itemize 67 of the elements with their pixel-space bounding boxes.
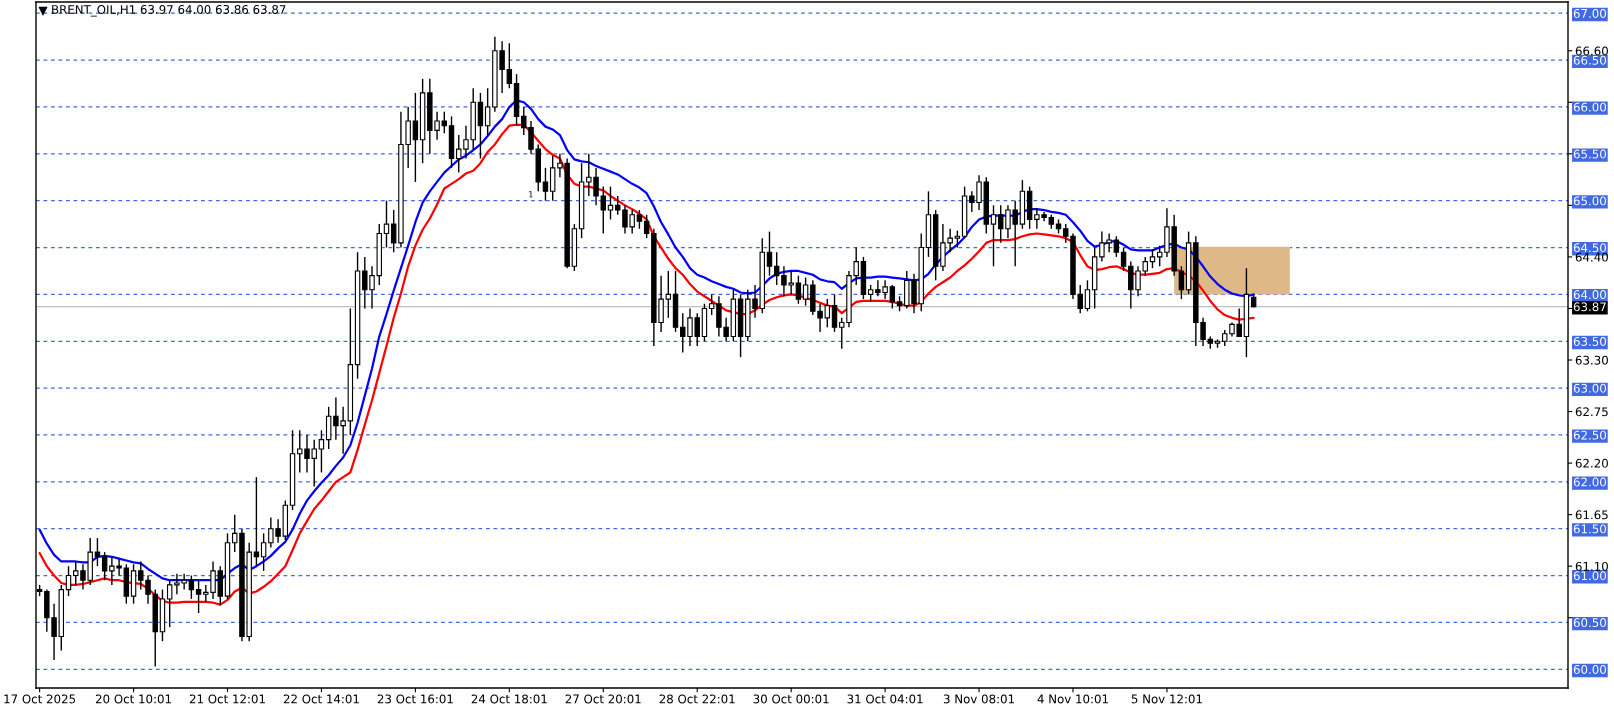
candlestick (383, 199, 390, 249)
candlestick (1113, 235, 1120, 258)
annotation: 1 (529, 191, 533, 198)
y-tick-label: 61.65 (1575, 510, 1608, 520)
candlestick (795, 274, 802, 305)
x-tick-label: 24 Oct 18:01 (471, 694, 547, 704)
x-tick-label: 27 Oct 20:01 (565, 694, 641, 704)
candlestick (990, 204, 997, 267)
ref-line-label: 67.00 (1573, 8, 1607, 18)
candlestick (1178, 265, 1185, 300)
chart-title: BRENT_OIL,H1 63.97 64.00 63.86 63.87 (52, 5, 286, 17)
ref-line-label: 63.50 (1573, 336, 1607, 346)
candlestick (607, 185, 614, 221)
candlestick (766, 230, 773, 277)
x-tick-label: 5 Nov 12:01 (1131, 694, 1202, 704)
ref-line-label: 60.00 (1573, 664, 1607, 674)
y-tick-label: 61.10 (1575, 561, 1608, 571)
candlestick (1149, 248, 1156, 269)
candlestick (1084, 279, 1091, 312)
ref-line-label: 65.50 (1573, 149, 1607, 159)
candlestick (325, 406, 332, 450)
candlestick (636, 209, 643, 230)
candlestick (802, 276, 809, 307)
candlestick (94, 537, 101, 567)
ref-line-label: 64.50 (1573, 243, 1607, 253)
candlestick (889, 284, 896, 310)
candlestick (253, 476, 260, 567)
candlestick (506, 42, 513, 89)
x-tick-label: 17 Oct 2025 (4, 694, 76, 704)
y-tick-label: 62.20 (1575, 458, 1608, 468)
ref-line-label: 61.50 (1573, 524, 1607, 534)
ref-line-label: 66.00 (1573, 102, 1607, 112)
candlestick (195, 579, 202, 614)
ref-line-label: 66.50 (1573, 55, 1607, 65)
candlestick (318, 429, 325, 474)
x-tick-label: 20 Oct 10:01 (95, 694, 171, 704)
y-tick-label: 64.40 (1575, 252, 1608, 262)
ref-line-label: 63.87 (1573, 302, 1606, 312)
ref-line-label: 60.50 (1573, 618, 1607, 628)
x-tick-label: 30 Oct 00:01 (753, 694, 829, 704)
candlestick (260, 532, 267, 572)
candlestick (1120, 246, 1127, 272)
ref-line-label: 62.00 (1573, 477, 1607, 487)
x-tick-label: 3 Nov 08:01 (943, 694, 1014, 704)
ref-line-label: 63.00 (1573, 383, 1607, 393)
candlestick (65, 565, 72, 597)
candlestick (542, 167, 549, 202)
y-tick-label: 66.60 (1575, 46, 1608, 56)
y-tick-label: 62.75 (1575, 407, 1608, 417)
candlestick (101, 551, 108, 581)
x-tick-label: 28 Oct 22:01 (659, 694, 735, 704)
x-tick-label: 21 Oct 12:01 (189, 694, 265, 704)
candlestick (643, 214, 650, 239)
candlestick (412, 92, 419, 183)
x-tick-label: 4 Nov 10:01 (1037, 694, 1108, 704)
y-tick-label: 63.30 (1575, 355, 1608, 365)
candlestick (484, 87, 491, 136)
x-tick-label: 23 Oct 16:01 (377, 694, 453, 704)
candlestick (831, 293, 838, 333)
ref-line-label: 62.50 (1573, 430, 1607, 440)
ref-line-label: 61.00 (1573, 571, 1607, 581)
candlestick (708, 293, 715, 316)
candlestick (477, 92, 484, 160)
ref-line-label: 64.00 (1573, 290, 1607, 300)
x-tick-label: 31 Oct 04:01 (847, 694, 923, 704)
x-tick-label: 22 Oct 14:01 (283, 694, 359, 704)
ref-line-label: 65.00 (1573, 196, 1607, 206)
